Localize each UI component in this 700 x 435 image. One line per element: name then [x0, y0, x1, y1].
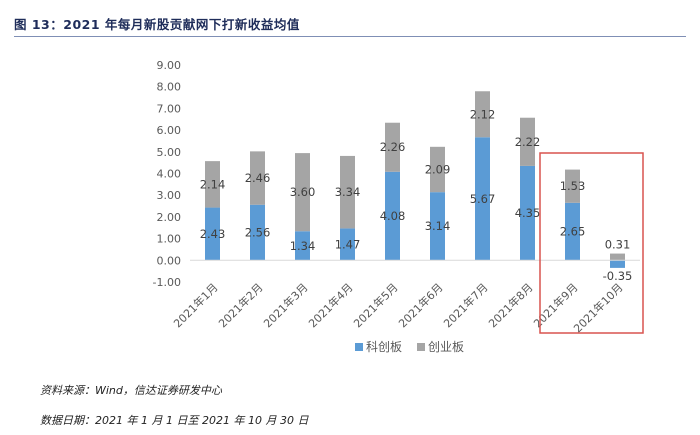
legend-swatch — [417, 343, 425, 351]
y-tick-label: 6.00 — [157, 124, 182, 137]
data-label: 1.53 — [560, 179, 586, 193]
data-label: 2.26 — [380, 140, 406, 154]
x-tick-label: 2021年5月 — [350, 280, 400, 330]
legend: 科创板 创业板 — [355, 340, 464, 354]
x-tick-label: 2021年6月 — [395, 280, 445, 330]
data-label: 3.34 — [335, 185, 361, 199]
bar-kechuang — [340, 228, 355, 261]
y-axis: -1.00 0.00 1.00 2.00 3.00 4.00 5.00 6.00 7.00 8.0… — [153, 59, 181, 289]
bars — [205, 91, 625, 268]
bar-chuangye — [250, 151, 265, 205]
data-label: 2.14 — [200, 177, 226, 191]
data-label: 2.43 — [200, 227, 226, 241]
legend-label: 创业板 — [428, 340, 464, 354]
data-label: 2.65 — [560, 225, 586, 239]
x-tick-label: 2021年7月 — [440, 280, 490, 330]
data-label: 0.31 — [605, 238, 631, 252]
bar-kechuang — [520, 165, 535, 261]
bar-chuangye — [205, 161, 220, 208]
bar-chuangye — [295, 153, 310, 232]
y-tick-label: 4.00 — [157, 168, 182, 181]
data-label: 1.47 — [335, 237, 361, 251]
x-axis: 2021年1月2021年2月2021年3月2021年4月2021年5月2021年… — [170, 259, 640, 335]
y-tick-label: -1.00 — [153, 276, 181, 289]
date-note: 数据日期：2021 年 1 月 1 日至 2021 年 10 月 30 日 — [40, 414, 309, 427]
bar-chuangye — [565, 169, 580, 203]
bar-chuangye — [520, 117, 535, 166]
bar-kechuang — [475, 137, 490, 261]
bar-kechuang — [430, 192, 445, 261]
bar-chuangye — [385, 122, 400, 172]
bar-kechuang — [250, 204, 265, 261]
highlight-rectangle — [539, 152, 644, 334]
bar-chuangye — [340, 155, 355, 229]
y-tick-label: 9.00 — [157, 59, 182, 72]
y-tick-label: 2.00 — [157, 211, 182, 224]
data-label: -0.35 — [603, 269, 633, 283]
legend-swatch — [355, 343, 363, 351]
bar-kechuang — [295, 231, 310, 261]
y-tick-label: 8.00 — [157, 81, 182, 94]
source-note: 资料来源：Wind，信达证券研发中心 — [40, 384, 222, 397]
y-tick-label: 5.00 — [157, 146, 182, 159]
bar-kechuang — [610, 260, 625, 268]
bar-chuangye — [475, 91, 490, 138]
x-tick-label: 2021年3月 — [260, 280, 310, 330]
x-tick-label: 2021年2月 — [215, 280, 265, 330]
stacked-bar-chart: -1.00 0.00 1.00 2.00 3.00 4.00 5.00 6.00 7.00 8.0… — [153, 59, 644, 354]
x-tick-label: 2021年8月 — [485, 280, 535, 330]
bar-kechuang — [205, 207, 220, 261]
figure-title: 图 13：2021 年每月新股贡献网下打新收益均值 — [14, 17, 300, 32]
data-label: 2.22 — [515, 135, 541, 149]
title-rule — [14, 36, 686, 37]
data-labels: 2.43 2.14 2.56 2.46 1.34 3.60 1.47 3.34 4.08 2.26… — [200, 107, 633, 283]
bar-chuangye — [430, 146, 445, 193]
bar-chuangye — [610, 253, 625, 261]
bar-kechuang — [565, 202, 580, 261]
data-label: 4.35 — [515, 206, 541, 220]
legend-label: 科创板 — [366, 340, 402, 354]
x-tick-label: 2021年4月 — [305, 280, 355, 330]
data-label: 2.56 — [245, 226, 271, 240]
data-label: 3.14 — [425, 219, 451, 233]
data-label: 4.08 — [380, 209, 406, 223]
data-label: 1.34 — [290, 239, 316, 253]
y-tick-label: 3.00 — [157, 189, 182, 202]
bar-kechuang — [385, 171, 400, 261]
data-label: 3.60 — [290, 185, 316, 199]
data-label: 2.12 — [470, 107, 496, 121]
data-label: 5.67 — [470, 192, 496, 206]
data-label: 2.09 — [425, 162, 451, 176]
y-tick-label: 7.00 — [157, 102, 182, 115]
y-tick-label: 1.00 — [157, 233, 182, 246]
highlight-box — [539, 152, 644, 334]
data-label: 2.46 — [245, 171, 271, 185]
y-tick-label: 0.00 — [157, 254, 182, 267]
